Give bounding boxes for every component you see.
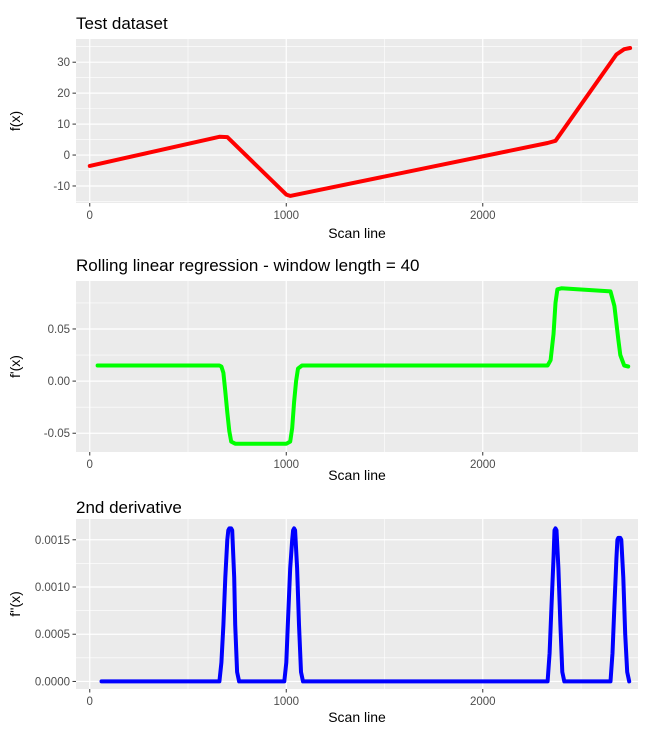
x-tick-label: 1000 [273,459,299,471]
chart-panel-1: 0 1000 2000 -10 0 10 20 30 Test dataset Scan line… [7,14,638,241]
x-tick-label: 2000 [470,210,496,222]
y-tick-label: -0.05 [44,428,70,440]
chart-panel-2: 0 1000 2000 -0.05 0.00 0.05 Rolling linear reg… [7,256,638,483]
y-tick-label: 0.0015 [35,535,70,547]
y-tick-label: 20 [57,88,70,100]
y-tick-label: 0.0010 [35,582,70,594]
plot-background [76,519,638,689]
y-tick-label: 0.0000 [35,676,70,688]
series-line-1 [99,526,632,684]
y-tick-label: 30 [57,57,70,69]
y-axis-title: f''(x) [7,591,23,617]
plot-background [76,39,638,203]
chart-title: Test dataset [76,14,168,33]
series-line-1 [87,46,633,198]
x-axis-title: Scan line [328,225,386,241]
x-tick-label: 0 [87,210,93,222]
chart-title: 2nd derivative [76,498,182,517]
y-axis-title: f(x) [7,111,23,131]
y-tick-label: 0.05 [48,324,70,336]
x-tick-label: 0 [87,459,93,471]
chart-panel-3: 0 1000 2000 0.0000 0.0005 0.0010 0.0015 2nd der… [7,498,638,725]
chart-title: Rolling linear regression - window lengt… [76,256,420,275]
series-line-1 [95,286,631,446]
y-tick-label: 10 [57,119,70,131]
x-tick-label: 2000 [470,696,496,708]
x-tick-label: 0 [87,696,93,708]
y-tick-label: -10 [53,181,70,193]
y-axis-title: f'(x) [7,355,23,378]
x-axis-title: Scan line [328,467,386,483]
x-tick-label: 1000 [273,696,299,708]
y-tick-label: 0.0005 [35,629,70,641]
y-tick-label: 0.00 [48,376,70,388]
x-axis-title: Scan line [328,709,386,725]
x-tick-label: 1000 [273,210,299,222]
x-tick-label: 2000 [470,459,496,471]
y-tick-label: 0 [64,150,70,162]
